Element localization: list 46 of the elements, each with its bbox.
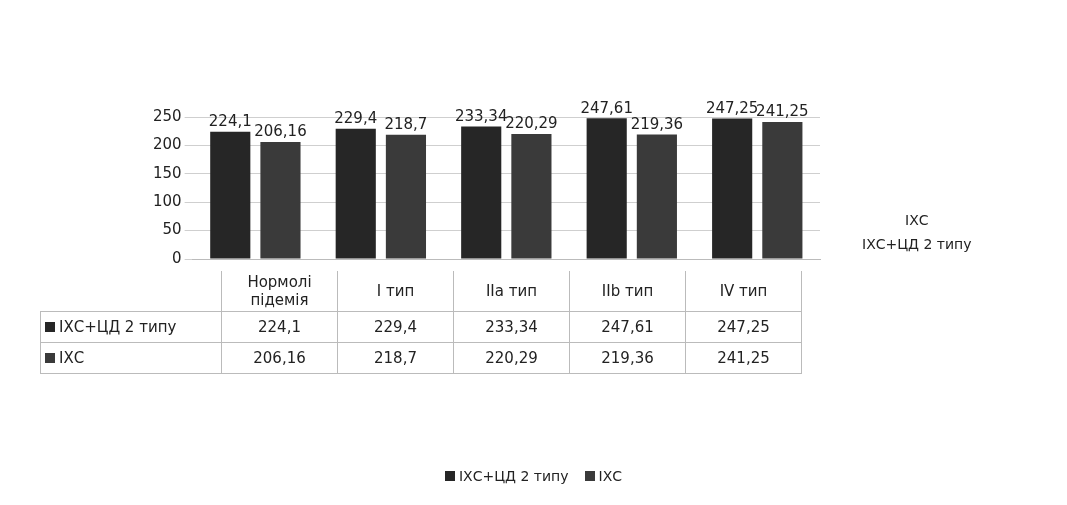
data-label: 220,29 [453, 342, 570, 374]
text: 233,34 [454, 106, 508, 125]
y-tick-label: 0 [172, 248, 182, 267]
bar [210, 131, 251, 259]
x-tick-label: Нормолі підемія [221, 271, 338, 312]
y-tick-label: 100 [152, 192, 182, 211]
y-tick-label: 250 [152, 106, 182, 125]
data-label: 206,16 [221, 342, 338, 374]
data-label: 247,61 [569, 311, 686, 343]
text: 247,61 [580, 98, 633, 117]
bar [762, 121, 803, 259]
text: ІХС+ЦД 2 типу [862, 236, 972, 252]
y-tick-label: 50 [162, 220, 182, 239]
data-label: 233,34 [453, 311, 570, 343]
legend-label: ІХС [40, 342, 222, 374]
text: 219,36 [630, 114, 684, 133]
text: 229,4 [334, 109, 378, 128]
text: 224,1 [208, 112, 252, 131]
data-label: 218,7 [337, 342, 454, 374]
x-tick-label: IIb тип [569, 271, 686, 312]
bar [712, 118, 753, 259]
text: 218,7 [384, 115, 428, 134]
text: 206,16 [254, 122, 307, 141]
data-label: 219,36 [569, 342, 686, 374]
data-label: 241,25 [685, 342, 802, 374]
bar [385, 134, 427, 259]
legend-label: ІХС+ЦД 2 типу [40, 311, 222, 343]
text: ІХС [905, 212, 929, 228]
text: ІХС+ЦД 2 типу [458, 468, 569, 484]
text: ІХС [598, 468, 623, 484]
y-tick-label: 150 [152, 163, 182, 182]
bar [260, 141, 301, 259]
x-tick-label: I тип [337, 271, 454, 312]
bar [461, 126, 502, 259]
x-tick-label: IIa тип [453, 271, 570, 312]
bar [335, 128, 376, 259]
data-label: 247,25 [685, 311, 802, 343]
data-label: 229,4 [337, 311, 454, 343]
y-tick-label: 200 [152, 135, 182, 154]
bar [586, 118, 627, 259]
x-tick-label: IV тип [685, 271, 802, 312]
text: 220,29 [505, 114, 558, 133]
data-label: 224,1 [221, 311, 338, 343]
bar [511, 133, 552, 259]
text: 241,25 [756, 102, 809, 121]
bar [636, 134, 677, 259]
